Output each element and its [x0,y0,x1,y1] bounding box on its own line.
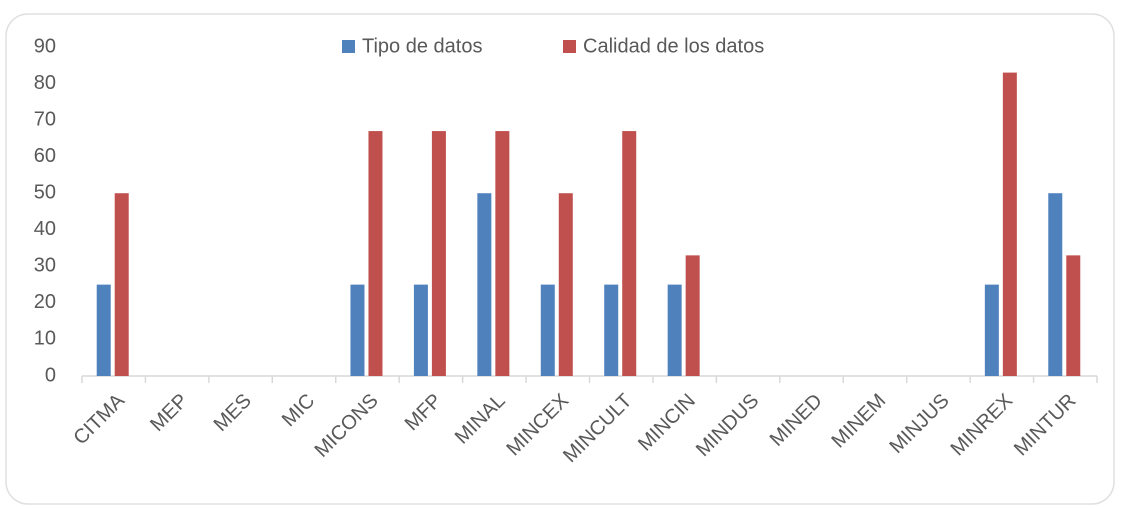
y-tick-label: 50 [34,182,56,204]
y-tick-label: 80 [34,72,56,94]
bar [622,131,637,376]
y-tick-label: 20 [34,291,56,313]
bar [604,284,619,376]
y-tick-label: 10 [34,328,56,350]
bar [667,284,682,376]
bar [495,131,510,376]
y-tick-label: 60 [34,145,56,167]
legend-swatch [563,40,576,53]
bar [540,284,555,376]
legend-label: Tipo de datos [362,35,482,57]
y-tick-label: 40 [34,218,56,240]
bar [685,255,700,376]
legend-label: Calidad de los datos [583,35,764,57]
bar [1066,255,1081,376]
y-tick-label: 0 [45,364,56,386]
bar [1048,193,1063,376]
bar [431,131,446,376]
y-tick-label: 30 [34,255,56,277]
legend-swatch [342,40,355,53]
bar [368,131,383,376]
bar [114,193,129,376]
bar [413,284,428,376]
bar [96,284,111,376]
y-tick-label: 70 [34,108,56,130]
bar [1002,72,1017,376]
y-tick-label: 90 [34,35,56,57]
bar [350,284,365,376]
bar [477,193,492,376]
bar [984,284,999,376]
bar [558,193,573,376]
